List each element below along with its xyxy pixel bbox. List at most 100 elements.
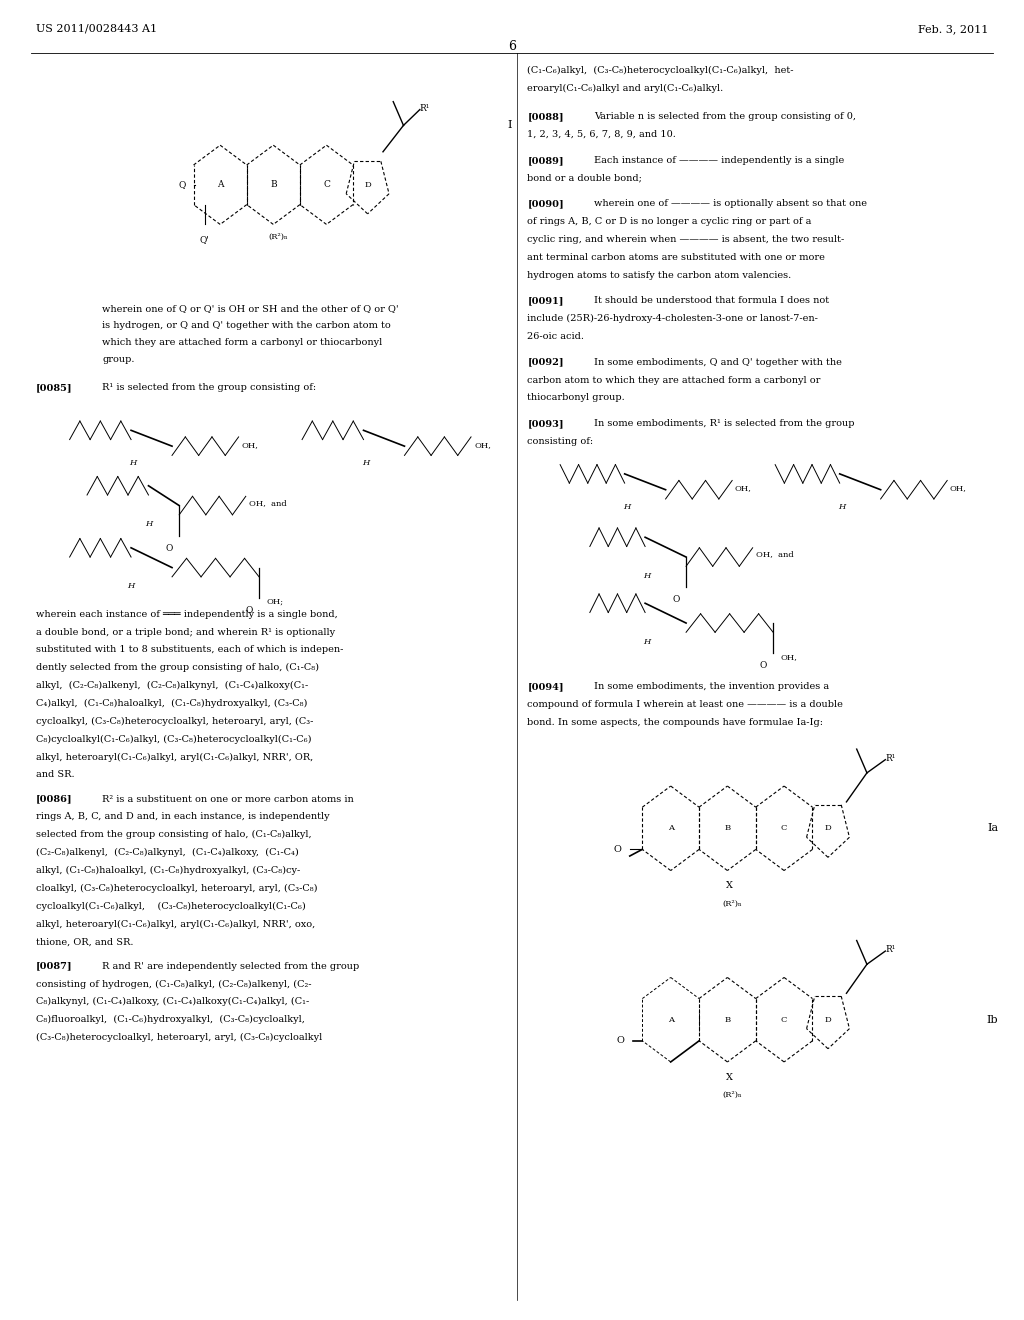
Text: OH,  and: OH, and <box>756 550 794 558</box>
Text: O: O <box>759 661 767 671</box>
Text: rings A, B, C, and D and, in each instance, is independently: rings A, B, C, and D and, in each instan… <box>36 812 330 821</box>
Text: [0092]: [0092] <box>527 358 564 367</box>
Text: (R²)ₙ: (R²)ₙ <box>268 232 288 242</box>
Text: cycloalkyl, (C₃-C₈)heterocycloalkyl, heteroaryl, aryl, (C₃-: cycloalkyl, (C₃-C₈)heterocycloalkyl, het… <box>36 717 313 726</box>
Text: OH,: OH, <box>949 484 966 492</box>
Text: wherein one of ———— is optionally absent so that one: wherein one of ———— is optionally absent… <box>594 199 867 209</box>
Text: is hydrogen, or Q and Q' together with the carbon atom to: is hydrogen, or Q and Q' together with t… <box>102 321 391 330</box>
Text: OH,: OH, <box>474 441 490 449</box>
Text: alkyl, heteroaryl(C₁-C₆)alkyl, aryl(C₁-C₆)alkyl, NRR', oxo,: alkyl, heteroaryl(C₁-C₆)alkyl, aryl(C₁-C… <box>36 919 315 928</box>
Text: bond or a double bond;: bond or a double bond; <box>527 173 642 182</box>
Text: [0085]: [0085] <box>36 383 73 392</box>
Text: In some embodiments, Q and Q' together with the: In some embodiments, Q and Q' together w… <box>594 358 842 367</box>
Text: O: O <box>617 1036 625 1045</box>
Text: X: X <box>726 1072 733 1081</box>
Text: Ia: Ia <box>987 824 998 833</box>
Text: It should be understood that formula I does not: It should be understood that formula I d… <box>594 297 829 305</box>
Text: O: O <box>245 606 253 615</box>
Text: [0093]: [0093] <box>527 420 564 428</box>
Text: ant terminal carbon atoms are substituted with one or more: ant terminal carbon atoms are substitute… <box>527 253 825 261</box>
Text: eroaryl(C₁-C₆)alkyl and aryl(C₁-C₆)alkyl.: eroaryl(C₁-C₆)alkyl and aryl(C₁-C₆)alkyl… <box>527 84 724 92</box>
Text: thione, OR, and SR.: thione, OR, and SR. <box>36 937 133 946</box>
Text: H: H <box>127 582 135 590</box>
Text: B: B <box>724 824 730 833</box>
Text: (C₁-C₆)alkyl,  (C₃-C₈)heterocycloalkyl(C₁-C₆)alkyl,  het-: (C₁-C₆)alkyl, (C₃-C₈)heterocycloalkyl(C₁… <box>527 66 794 75</box>
Text: selected from the group consisting of halo, (C₁-C₈)alkyl,: selected from the group consisting of ha… <box>36 830 311 840</box>
Text: In some embodiments, the invention provides a: In some embodiments, the invention provi… <box>594 682 829 692</box>
Text: group.: group. <box>102 355 135 364</box>
Text: Feb. 3, 2011: Feb. 3, 2011 <box>918 24 988 34</box>
Text: alkyl, heteroaryl(C₁-C₆)alkyl, aryl(C₁-C₆)alkyl, NRR', OR,: alkyl, heteroaryl(C₁-C₆)alkyl, aryl(C₁-C… <box>36 752 313 762</box>
Text: C₄)alkyl,  (C₁-C₈)haloalkyl,  (C₁-C₈)hydroxyalkyl, (C₃-C₈): C₄)alkyl, (C₁-C₈)haloalkyl, (C₁-C₈)hydro… <box>36 700 307 708</box>
Text: alkyl, (C₁-C₈)haloalkyl, (C₁-C₈)hydroxyalkyl, (C₃-C₈)cy-: alkyl, (C₁-C₈)haloalkyl, (C₁-C₈)hydroxya… <box>36 866 300 875</box>
Text: cycloalkyl(C₁-C₆)alkyl,    (C₃-C₈)heterocycloalkyl(C₁-C₆): cycloalkyl(C₁-C₆)alkyl, (C₃-C₈)heterocyc… <box>36 902 305 911</box>
Text: In some embodiments, R¹ is selected from the group: In some embodiments, R¹ is selected from… <box>594 420 854 428</box>
Text: a double bond, or a triple bond; and wherein R¹ is optionally: a double bond, or a triple bond; and whe… <box>36 628 335 636</box>
Text: dently selected from the group consisting of halo, (C₁-C₈): dently selected from the group consistin… <box>36 664 318 672</box>
Text: (C₃-C₈)heterocycloalkyl, heteroaryl, aryl, (C₃-C₈)cycloalkyl: (C₃-C₈)heterocycloalkyl, heteroaryl, ary… <box>36 1034 323 1041</box>
Text: include (25R)-26-hydroxy-4-cholesten-3-one or lanost-7-en-: include (25R)-26-hydroxy-4-cholesten-3-o… <box>527 314 818 323</box>
Text: cloalkyl, (C₃-C₈)heterocycloalkyl, heteroaryl, aryl, (C₃-C₈): cloalkyl, (C₃-C₈)heterocycloalkyl, heter… <box>36 884 317 892</box>
Text: O: O <box>165 544 173 553</box>
Text: Q': Q' <box>200 235 210 244</box>
Text: R¹: R¹ <box>420 104 430 112</box>
Text: 6: 6 <box>508 40 516 53</box>
Text: of rings A, B, C or D is no longer a cyclic ring or part of a: of rings A, B, C or D is no longer a cyc… <box>527 216 812 226</box>
Text: alkyl,  (C₂-C₈)alkenyl,  (C₂-C₈)alkynyl,  (C₁-C₄)alkoxy(C₁-: alkyl, (C₂-C₈)alkenyl, (C₂-C₈)alkynyl, (… <box>36 681 308 690</box>
Text: B: B <box>724 1015 730 1024</box>
Text: hydrogen atoms to satisfy the carbon atom valencies.: hydrogen atoms to satisfy the carbon ato… <box>527 271 792 280</box>
Text: R¹ is selected from the group consisting of:: R¹ is selected from the group consisting… <box>102 383 316 392</box>
Text: C: C <box>323 181 330 189</box>
Text: 26-oic acid.: 26-oic acid. <box>527 333 585 341</box>
Text: cyclic ring, and wherein when ———— is absent, the two result-: cyclic ring, and wherein when ———— is ab… <box>527 235 845 244</box>
Text: [0088]: [0088] <box>527 112 564 121</box>
Text: C₈)alkynyl, (C₁-C₄)alkoxy, (C₁-C₄)alkoxy(C₁-C₄)alkyl, (C₁-: C₈)alkynyl, (C₁-C₄)alkoxy, (C₁-C₄)alkoxy… <box>36 998 309 1006</box>
Text: O: O <box>613 845 622 854</box>
Text: OH,  and: OH, and <box>249 499 287 507</box>
Text: (R²)ₙ: (R²)ₙ <box>723 1090 742 1100</box>
Text: OH,: OH, <box>734 484 751 492</box>
Text: H: H <box>361 459 370 467</box>
Text: OH;: OH; <box>266 598 284 606</box>
Text: US 2011/0028443 A1: US 2011/0028443 A1 <box>36 24 157 34</box>
Text: consisting of hydrogen, (C₁-C₈)alkyl, (C₂-C₈)alkenyl, (C₂-: consisting of hydrogen, (C₁-C₈)alkyl, (C… <box>36 979 311 989</box>
Text: H: H <box>144 520 153 528</box>
Text: [0094]: [0094] <box>527 682 564 692</box>
Text: consisting of:: consisting of: <box>527 437 594 446</box>
Text: H: H <box>838 503 846 511</box>
Text: substituted with 1 to 8 substituents, each of which is indepen-: substituted with 1 to 8 substituents, ea… <box>36 645 343 655</box>
Text: C: C <box>781 1015 787 1024</box>
Text: carbon atom to which they are attached form a carbonyl or: carbon atom to which they are attached f… <box>527 375 820 384</box>
Text: (R²)ₙ: (R²)ₙ <box>723 900 742 908</box>
Text: [0086]: [0086] <box>36 795 73 804</box>
Text: Ib: Ib <box>987 1015 998 1024</box>
Text: H: H <box>129 459 137 467</box>
Text: D: D <box>365 181 371 189</box>
Text: (C₂-C₈)alkenyl,  (C₂-C₈)alkynyl,  (C₁-C₄)alkoxy,  (C₁-C₄): (C₂-C₈)alkenyl, (C₂-C₈)alkynyl, (C₁-C₄)a… <box>36 847 299 857</box>
Text: H: H <box>643 572 651 579</box>
Text: 1, 2, 3, 4, 5, 6, 7, 8, 9, and 10.: 1, 2, 3, 4, 5, 6, 7, 8, 9, and 10. <box>527 131 676 139</box>
Text: O: O <box>672 595 680 605</box>
Text: R¹: R¹ <box>886 945 896 954</box>
Text: wherein each instance of ═══ independently is a single bond,: wherein each instance of ═══ independent… <box>36 610 338 619</box>
Text: I: I <box>508 120 512 131</box>
Text: Q: Q <box>179 181 186 189</box>
Text: [0089]: [0089] <box>527 156 564 165</box>
Text: compound of formula I wherein at least one ———— is a double: compound of formula I wherein at least o… <box>527 700 843 709</box>
Text: wherein one of Q or Q' is OH or SH and the other of Q or Q': wherein one of Q or Q' is OH or SH and t… <box>102 304 399 313</box>
Text: thiocarbonyl group.: thiocarbonyl group. <box>527 393 625 403</box>
Text: A: A <box>668 824 674 833</box>
Text: R and R' are independently selected from the group: R and R' are independently selected from… <box>102 961 359 970</box>
Text: A: A <box>668 1015 674 1024</box>
Text: Each instance of ———— independently is a single: Each instance of ———— independently is a… <box>594 156 844 165</box>
Text: H: H <box>623 503 631 511</box>
Text: R² is a substituent on one or more carbon atoms in: R² is a substituent on one or more carbo… <box>102 795 354 804</box>
Text: C: C <box>781 824 787 833</box>
Text: A: A <box>217 181 223 189</box>
Text: B: B <box>270 181 276 189</box>
Text: D: D <box>824 824 831 833</box>
Text: C₈)fluoroalkyl,  (C₁-C₆)hydroxyalkyl,  (C₃-C₈)cycloalkyl,: C₈)fluoroalkyl, (C₁-C₆)hydroxyalkyl, (C₃… <box>36 1015 305 1024</box>
Text: OH,: OH, <box>242 441 258 449</box>
Text: [0090]: [0090] <box>527 199 564 209</box>
Text: OH,: OH, <box>780 653 797 661</box>
